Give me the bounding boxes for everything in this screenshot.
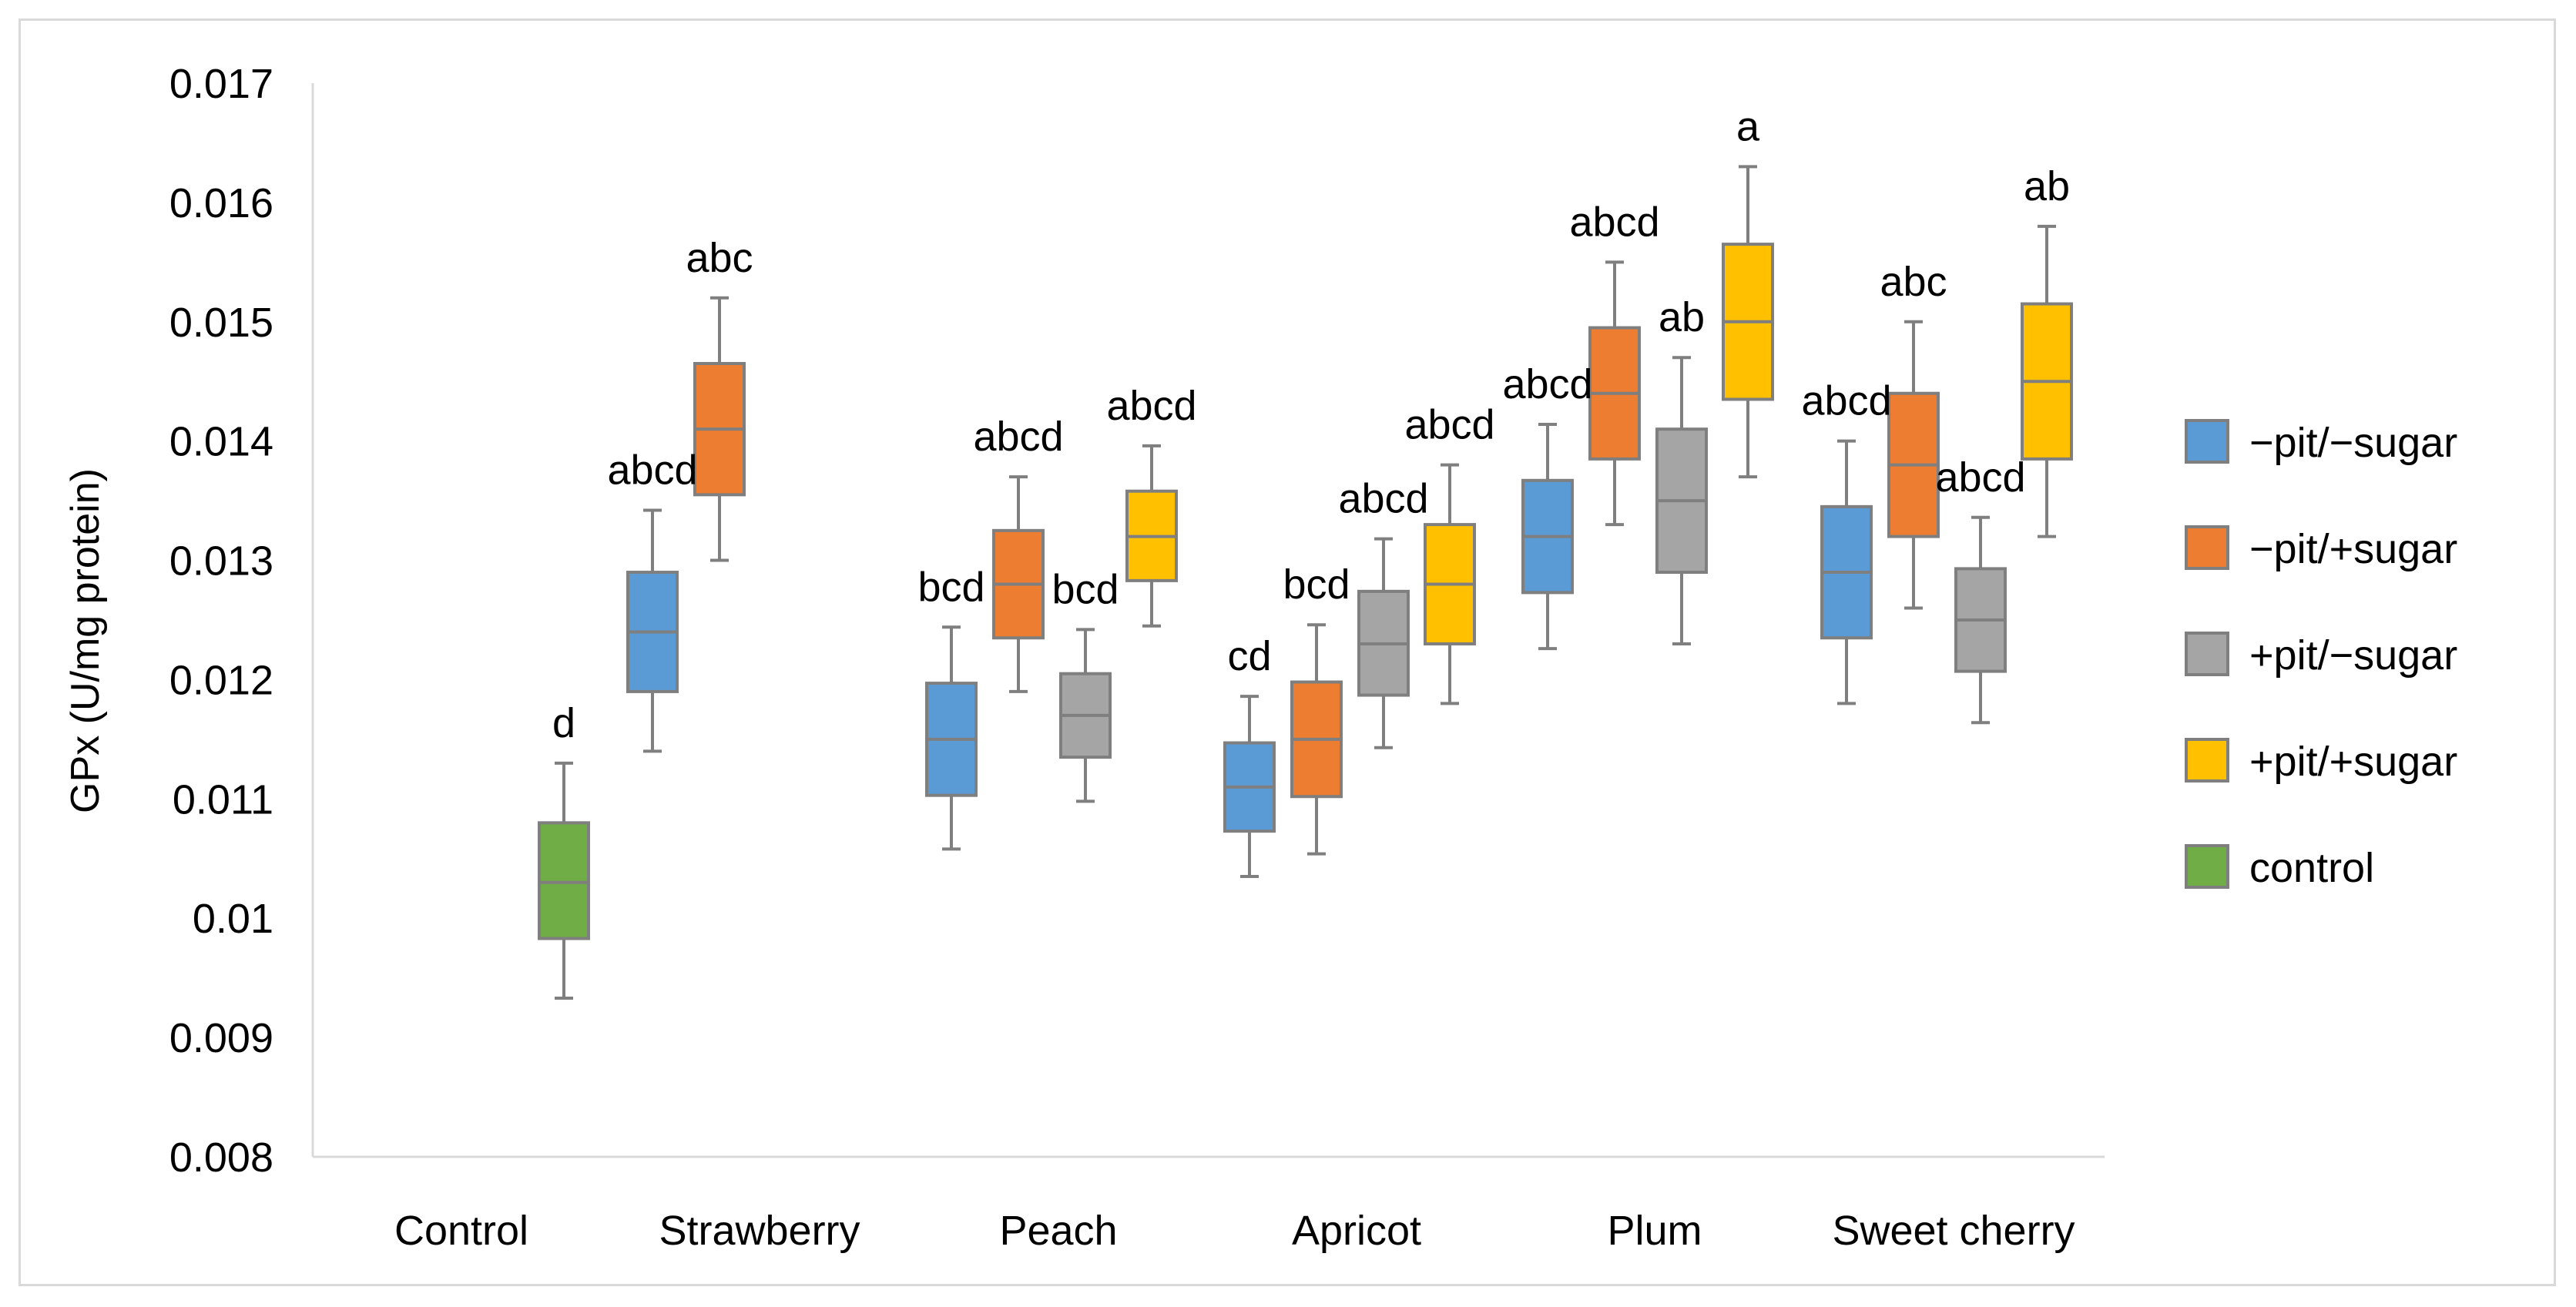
legend-item-ppps: +pit/+sugar xyxy=(2185,738,2457,785)
significance-label: bcd xyxy=(917,564,984,610)
significance-label: ab xyxy=(2024,163,2070,209)
y-tick-label: 0.011 xyxy=(173,776,273,823)
significance-label: cd xyxy=(1227,633,1271,679)
significance-label: abcd xyxy=(1801,378,1891,424)
x-category-label: Peach xyxy=(999,1208,1117,1254)
legend-label: −pit/+sugar xyxy=(2249,526,2457,572)
box-peach-ppms xyxy=(1059,628,1112,803)
y-tick-label: 0.014 xyxy=(169,419,273,465)
significance-label: abcd xyxy=(973,414,1063,460)
significance-label: abcd xyxy=(1935,454,2025,501)
significance-label: abcd xyxy=(1569,199,1659,245)
x-category-label: Sweet cherry xyxy=(1832,1208,2075,1254)
box-strawberry-mpps xyxy=(693,296,746,562)
legend-item-ppms: +pit/−sugar xyxy=(2185,632,2457,679)
box-plum-mpms xyxy=(1521,422,1574,651)
box-peach-mpms xyxy=(925,625,978,851)
box-control-ctrl xyxy=(538,761,590,1000)
significance-label: abcd xyxy=(1338,476,1428,522)
significance-labels: dabcdabcbcdabcdbcdabcdcdbcdabcdabcdabcda… xyxy=(552,103,2070,746)
significance-label: abc xyxy=(686,235,753,281)
box-peach-ppps xyxy=(1125,444,1178,628)
significance-label: bcd xyxy=(1283,561,1350,608)
legend-swatch xyxy=(2185,844,2229,889)
y-tick-label: 0.012 xyxy=(169,657,273,703)
significance-label: a xyxy=(1736,103,1760,149)
box-apricot-mpms xyxy=(1223,695,1276,879)
box-apricot-mpps xyxy=(1290,623,1343,856)
x-category-label: Control xyxy=(394,1208,528,1254)
legend-swatch xyxy=(2185,419,2229,464)
significance-label: abcd xyxy=(607,447,697,494)
legend-swatch xyxy=(2185,632,2229,676)
box-apricot-ppps xyxy=(1424,463,1476,705)
y-tick-label: 0.008 xyxy=(169,1134,273,1181)
box-plum-ppps xyxy=(1722,165,1774,479)
box-apricot-ppms xyxy=(1357,537,1410,749)
box-plum-mpps xyxy=(1588,260,1641,527)
y-tick-label: 0.013 xyxy=(169,538,273,585)
y-axis-title: GPx (U/mg protein) xyxy=(63,468,108,813)
chart-frame xyxy=(18,18,2556,1286)
significance-label: abcd xyxy=(1404,402,1494,448)
significance-label: abcd xyxy=(1106,383,1196,429)
box-peach-mpps xyxy=(992,475,1045,693)
box-sweet-cherry-mpps xyxy=(1887,320,1940,610)
legend: −pit/−sugar −pit/+sugar +pit/−sugar +pit/+s… xyxy=(2185,419,2457,891)
y-tick-label: 0.017 xyxy=(169,61,273,107)
box-sweet-cherry-ppms xyxy=(1954,515,2007,725)
y-tick-label: 0.016 xyxy=(169,180,273,226)
box-strawberry-mpms xyxy=(626,508,679,753)
x-category-labels: Control Strawberry Peach Apricot Plum Sweet c… xyxy=(394,1208,2075,1254)
significance-label: ab xyxy=(1659,294,1705,340)
legend-label: control xyxy=(2249,845,2374,891)
y-tick-label: 0.009 xyxy=(169,1015,273,1061)
legend-item-mpms: −pit/−sugar xyxy=(2185,419,2457,466)
box-sweet-cherry-mpms xyxy=(1820,439,1873,705)
box-iqr xyxy=(538,821,590,940)
legend-swatch xyxy=(2185,738,2229,783)
legend-item-mpps: −pit/+sugar xyxy=(2185,525,2457,572)
legend-label: +pit/+sugar xyxy=(2249,739,2457,785)
significance-label: abc xyxy=(1880,259,1947,305)
significance-label: abcd xyxy=(1502,361,1592,407)
x-category-label: Plum xyxy=(1607,1208,1702,1254)
box-plum-ppms xyxy=(1655,356,1708,645)
legend-label: +pit/−sugar xyxy=(2249,632,2457,679)
significance-label: bcd xyxy=(1052,566,1119,612)
legend-item-ctrl: control xyxy=(2185,844,2374,891)
boxes xyxy=(538,165,2073,1000)
significance-label: d xyxy=(552,700,575,746)
box-sweet-cherry-ppps xyxy=(2021,224,2073,538)
legend-swatch xyxy=(2185,525,2229,570)
axes xyxy=(311,83,2105,1158)
y-tick-label: 0.01 xyxy=(193,896,273,942)
legend-label: −pit/−sugar xyxy=(2249,420,2457,466)
y-tick-label: 0.015 xyxy=(169,300,273,346)
x-category-label: Apricot xyxy=(1292,1208,1421,1254)
y-tick-labels: 0.008 0.009 0.01 0.011 0.012 0.013 0.014 0.015 0… xyxy=(169,61,273,1181)
x-category-label: Strawberry xyxy=(659,1208,860,1254)
